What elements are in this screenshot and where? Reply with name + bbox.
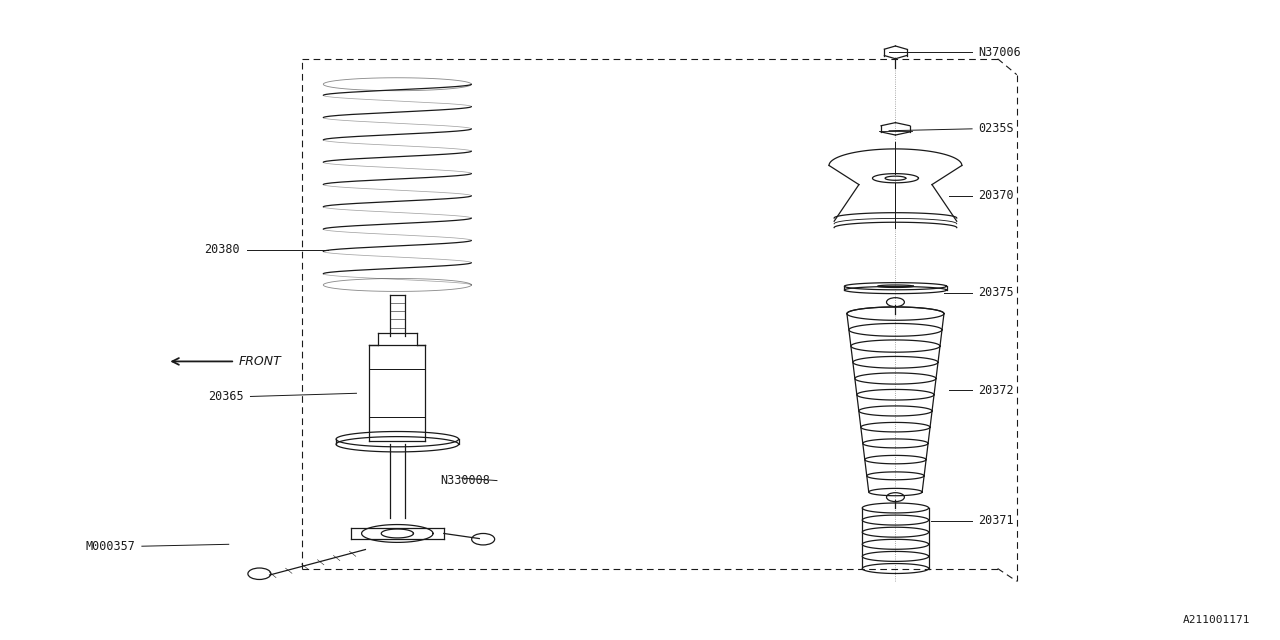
- Text: 20375: 20375: [978, 286, 1014, 299]
- Text: FRONT: FRONT: [239, 355, 282, 368]
- Text: A211001171: A211001171: [1183, 614, 1251, 625]
- Text: 20380: 20380: [205, 243, 241, 257]
- Text: N37006: N37006: [978, 46, 1021, 59]
- Text: 20371: 20371: [978, 514, 1014, 527]
- Text: 20370: 20370: [978, 189, 1014, 202]
- Text: N330008: N330008: [440, 474, 490, 487]
- Text: 20365: 20365: [209, 390, 244, 403]
- Text: M000357: M000357: [86, 540, 136, 553]
- Text: 20372: 20372: [978, 383, 1014, 397]
- Text: 0235S: 0235S: [978, 122, 1014, 135]
